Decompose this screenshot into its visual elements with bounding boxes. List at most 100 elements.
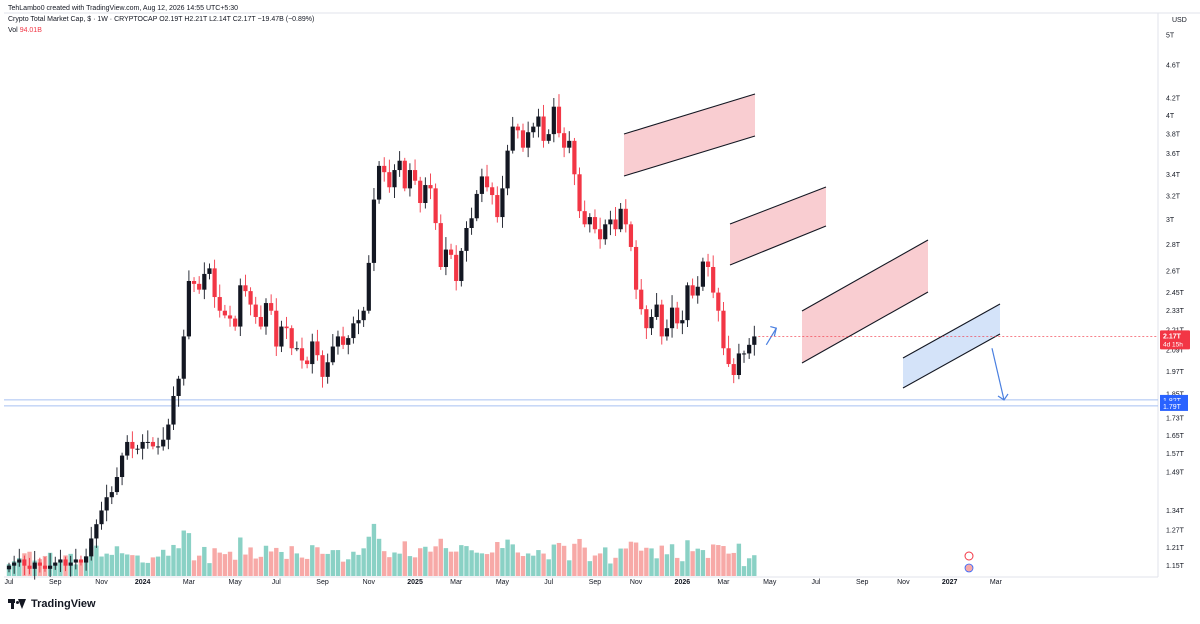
volume-bar — [274, 547, 279, 576]
y-tick-label: 1.34T — [1166, 508, 1185, 515]
x-tick-label: Jul — [812, 579, 821, 586]
candle-body — [376, 165, 382, 200]
channel-1-lower-line — [623, 135, 756, 177]
candle-body — [551, 106, 556, 135]
candle-body — [705, 261, 711, 267]
volume-bar — [525, 553, 531, 576]
volume-bar — [166, 555, 171, 576]
channel-4-lower-line — [902, 333, 1001, 389]
volume-bar — [752, 555, 757, 576]
volume-bar — [382, 551, 387, 576]
candle-body — [721, 310, 726, 349]
volume-bar — [150, 557, 156, 576]
y-tick-label: 1.57T — [1166, 451, 1185, 458]
candle-body — [731, 364, 736, 376]
candle-body — [284, 326, 289, 329]
candle-body — [608, 219, 613, 225]
candle-body — [356, 320, 361, 324]
x-tick-label: May — [229, 579, 243, 586]
volume-bar — [495, 542, 500, 576]
volume-bar — [207, 563, 212, 576]
candle-body — [752, 336, 757, 345]
y-tick-label: 3T — [1166, 217, 1175, 224]
volume-bar — [248, 547, 253, 576]
volume-bar — [258, 556, 264, 576]
channel-1-fill — [624, 94, 755, 176]
candle-body — [366, 262, 371, 311]
volume-bar — [191, 560, 197, 576]
candle-body — [222, 310, 227, 316]
volume-bar — [633, 542, 639, 576]
y-tick-label: 1.21T — [1166, 545, 1185, 552]
candle-body — [248, 291, 253, 305]
candle-body — [443, 249, 448, 267]
candle-body — [176, 378, 181, 396]
volume-bar — [572, 543, 577, 576]
volume-bar — [171, 544, 176, 576]
volume-bar — [125, 554, 130, 576]
volume-bar — [320, 553, 325, 576]
y-tick-label: 3.6T — [1166, 151, 1181, 158]
x-tick-label: Sep — [316, 579, 329, 586]
volume-bar — [135, 555, 140, 576]
y-tick-label: 2.8T — [1166, 242, 1181, 249]
candle-body — [351, 323, 356, 339]
candle-body — [89, 538, 94, 557]
countdown-label: 4d 15h — [1163, 341, 1183, 348]
candle-body — [556, 106, 562, 134]
candle-body — [402, 160, 407, 189]
volume-bar — [232, 559, 238, 576]
candle-body — [541, 116, 546, 141]
volume-bar — [556, 542, 562, 576]
candle-body — [361, 310, 366, 321]
channel-3-fill — [802, 240, 928, 363]
candle-body — [474, 193, 479, 219]
candle-body — [644, 309, 649, 329]
candle-body — [166, 424, 171, 440]
volume-bar — [479, 553, 485, 576]
candle-body — [12, 562, 17, 566]
candle-body — [716, 292, 721, 311]
x-tick-label: Sep — [589, 579, 602, 586]
currency-label: USD — [1172, 17, 1187, 24]
symbol-line[interactable]: Crypto Total Market Cap, $ · 1W · CRYPTO… — [8, 16, 315, 23]
volume-bar — [489, 552, 495, 576]
candle-body — [520, 130, 526, 148]
candle-body — [690, 285, 695, 296]
volume-bar — [407, 556, 413, 576]
candle-body — [613, 219, 618, 230]
volume-bar — [541, 553, 546, 576]
candle-body — [664, 328, 670, 337]
volume-bar — [474, 552, 479, 576]
tradingview-brand[interactable]: TradingView — [8, 598, 96, 610]
volume-bar — [623, 548, 628, 576]
volume-bar — [104, 553, 109, 576]
y-tick-label: 1.49T — [1166, 470, 1185, 477]
candle-body — [603, 224, 608, 240]
candle-body — [48, 565, 53, 569]
candle-body — [515, 126, 520, 131]
candle-body — [279, 326, 284, 347]
candle-body — [42, 565, 48, 569]
candle-body — [145, 441, 150, 443]
candle-body — [161, 439, 166, 447]
volume-bar — [387, 557, 392, 576]
candle-body — [536, 116, 541, 127]
volume-bar — [505, 539, 510, 576]
candle-body — [150, 441, 156, 447]
candle-body — [479, 176, 484, 194]
volume-bar — [186, 533, 192, 576]
volume-bar — [155, 556, 161, 576]
candle-body — [233, 318, 238, 327]
volume-bar — [340, 561, 346, 576]
volume-bar — [710, 544, 716, 576]
volume-bar — [119, 553, 125, 576]
volume-bar — [418, 548, 423, 576]
candle-body — [649, 316, 654, 329]
volume-bar — [531, 555, 536, 576]
candle-body — [274, 310, 279, 347]
volume-bar — [453, 551, 459, 576]
volume-bar — [438, 538, 443, 576]
